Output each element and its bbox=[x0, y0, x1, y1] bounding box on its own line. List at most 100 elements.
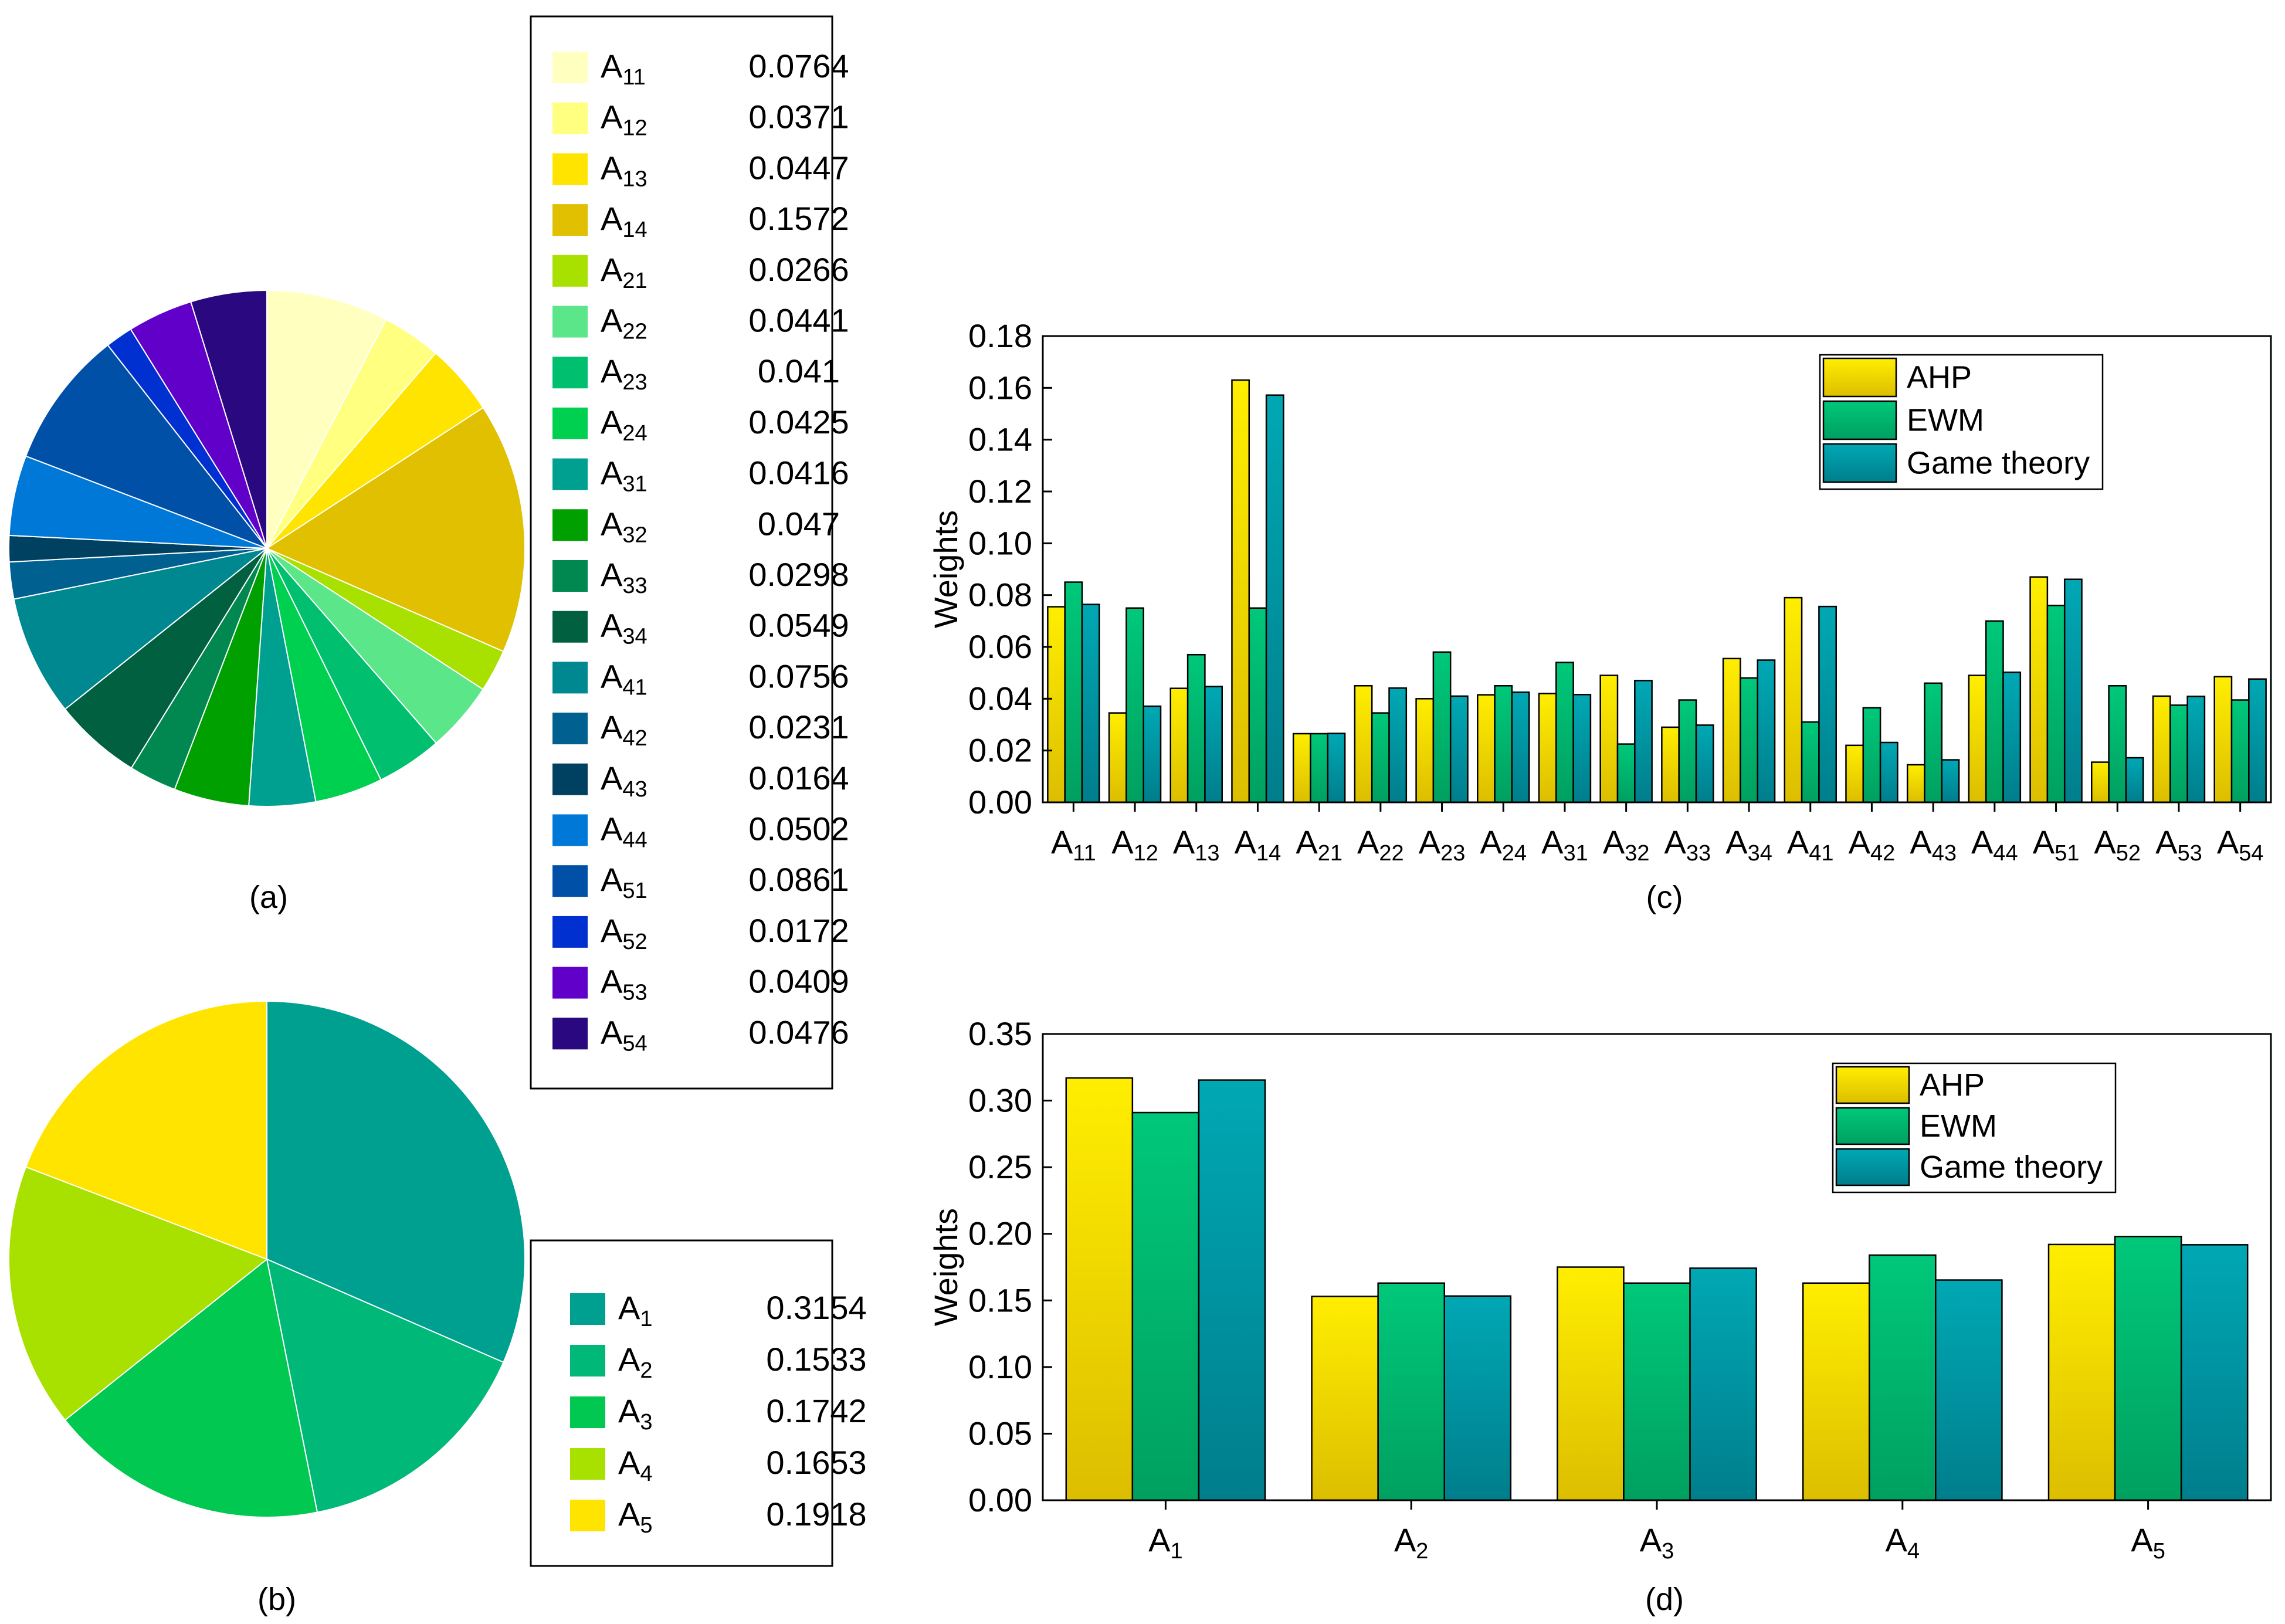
panel-label-b: (b) bbox=[257, 1582, 296, 1617]
legend-a-value-A41: 0.0756 bbox=[748, 657, 849, 694]
chart-c-bar-ewm-A53 bbox=[2169, 704, 2188, 803]
chart-c-ytick-label: 0.16 bbox=[968, 369, 1032, 406]
chart-c-bar-game-theory-A42 bbox=[1879, 741, 1898, 803]
chart-c-legend-swatch-ewm bbox=[1822, 400, 1897, 440]
chart-c-bar-ewm-A23 bbox=[1432, 651, 1452, 803]
chart-c-bar-ewm-A21 bbox=[1310, 733, 1329, 803]
chart-d-bar-ewm-A2 bbox=[1377, 1282, 1445, 1501]
panel-label-a: (a) bbox=[249, 880, 288, 915]
legend-a-value-A52: 0.0172 bbox=[748, 912, 849, 949]
chart-c-bar-ewm-A52 bbox=[2108, 685, 2127, 803]
chart-c-bar-ahp-A31 bbox=[1538, 693, 1557, 803]
legend-a-label-A22: A22 bbox=[601, 302, 647, 344]
bar-chart-d: 0.00 0.05 0.10 0.15 0.20 0.25 0.30 0.35 A1 A2 A3 A4… bbox=[927, 1015, 2272, 1564]
chart-c-bar-ahp-A44 bbox=[1968, 674, 1987, 803]
legend-b-label-A2: A2 bbox=[618, 1341, 653, 1383]
chart-c-bar-game-theory-A14 bbox=[1265, 394, 1284, 803]
chart-c-bar-ewm-A34 bbox=[1740, 677, 1758, 803]
legend-a-swatch-A43 bbox=[552, 763, 588, 795]
chart-c-bar-game-theory-A33 bbox=[1695, 724, 1714, 803]
legend-a-value-A34: 0.0549 bbox=[748, 607, 849, 644]
legend-a-swatch-A54 bbox=[552, 1018, 588, 1050]
legend-a-value-A22: 0.0441 bbox=[748, 302, 849, 339]
chart-d-bar-ewm-A4 bbox=[1869, 1254, 1937, 1501]
pie-a-slice-A41 bbox=[13, 548, 267, 710]
legend-b: A1 0.3154 A2 0.1533 A3 0.1742 A4 0.1653 A5 0.1918 bbox=[570, 1289, 867, 1538]
legend-a-value-A32: 0.047 bbox=[758, 505, 840, 542]
chart-c-bar-ewm-A43 bbox=[1924, 682, 1943, 803]
chart-d-bar-game-theory-A1 bbox=[1198, 1079, 1266, 1501]
chart-c-bar-ahp-A22 bbox=[1354, 685, 1373, 803]
legend-a-label-A54: A54 bbox=[601, 1013, 647, 1056]
chart-c-bar-game-theory-A22 bbox=[1388, 687, 1408, 803]
chart-c-xtick-label-A54: A54 bbox=[2217, 823, 2264, 866]
chart-c-ytick-label: 0.14 bbox=[968, 421, 1032, 458]
pie-b-slice-A1 bbox=[266, 1000, 526, 1364]
chart-c-bar-ahp-A32 bbox=[1599, 674, 1619, 803]
legend-a-label-A24: A24 bbox=[601, 404, 647, 446]
chart-d-bar-ewm-A3 bbox=[1623, 1282, 1691, 1501]
legend-b-swatch-A3 bbox=[570, 1396, 605, 1428]
chart-c-bar-ewm-A14 bbox=[1248, 607, 1267, 803]
legend-a-swatch-A33 bbox=[552, 560, 588, 592]
chart-c-bar-game-theory-A12 bbox=[1142, 705, 1162, 803]
chart-d-bar-ahp-A1 bbox=[1065, 1077, 1134, 1501]
chart-c-xtick-label-A21: A21 bbox=[1296, 823, 1342, 866]
legend-a-value-A11: 0.0764 bbox=[748, 48, 849, 84]
legend-a-label-A11: A11 bbox=[601, 48, 646, 90]
legend-a-value-A31: 0.0416 bbox=[748, 455, 849, 491]
chart-d-ytick-label: 0.35 bbox=[968, 1015, 1032, 1052]
chart-c-xtick-label-A33: A33 bbox=[1664, 823, 1711, 866]
legend-b-label-A5: A5 bbox=[618, 1496, 653, 1538]
chart-c-ytick-label: 0.08 bbox=[968, 577, 1032, 613]
chart-c-xtick-label-A43: A43 bbox=[1910, 823, 1957, 866]
chart-c-xtick-label-A11: A11 bbox=[1051, 823, 1096, 866]
legend-a-value-A24: 0.0425 bbox=[748, 404, 849, 440]
chart-c-bar-ahp-A12 bbox=[1108, 712, 1127, 803]
legend-b-value-A1: 0.3154 bbox=[766, 1289, 866, 1326]
chart-d-bar-game-theory-A4 bbox=[1935, 1279, 2003, 1501]
bar-chart-c: 0.00 0.02 0.04 0.06 0.08 0.10 0.12 0.14 0.16 0.18… bbox=[927, 317, 2272, 866]
chart-d-bar-ahp-A3 bbox=[1557, 1266, 1625, 1501]
legend-a-swatch-A24 bbox=[552, 407, 588, 439]
legend-a-label-A43: A43 bbox=[601, 760, 647, 802]
chart-c-xtick-label-A41: A41 bbox=[1787, 823, 1834, 866]
legend-a-swatch-A12 bbox=[552, 102, 588, 134]
chart-c-bar-game-theory-A31 bbox=[1572, 694, 1592, 803]
chart-c-bar-ewm-A24 bbox=[1494, 685, 1513, 803]
chart-c-bar-ewm-A44 bbox=[1985, 620, 2004, 803]
legend-a-frame bbox=[530, 15, 833, 1090]
chart-c-xtick-label-A51: A51 bbox=[2033, 823, 2080, 866]
chart-d-bar-ahp-A2 bbox=[1311, 1296, 1379, 1501]
chart-d-ytick-label: 0.30 bbox=[968, 1082, 1032, 1119]
chart-c-bar-ewm-A12 bbox=[1125, 607, 1144, 803]
chart-c-bar-game-theory-A44 bbox=[2002, 672, 2022, 803]
chart-d-legend-label-ahp: AHP bbox=[1920, 1067, 1985, 1103]
legend-a-swatch-A44 bbox=[552, 814, 588, 846]
legend-a-value-A23: 0.041 bbox=[758, 352, 840, 389]
chart-c-bar-ewm-A31 bbox=[1555, 662, 1574, 803]
legend-a-swatch-A41 bbox=[552, 662, 588, 694]
panel-label-d: (d) bbox=[1645, 1582, 1684, 1617]
chart-c-xtick-label-A13: A13 bbox=[1173, 823, 1220, 866]
panel-label-c: (c) bbox=[1646, 880, 1683, 915]
chart-c-xtick-label-A32: A32 bbox=[1603, 823, 1650, 866]
chart-c-bar-ahp-A14 bbox=[1231, 379, 1250, 803]
legend-a-swatch-A22 bbox=[552, 306, 588, 338]
legend-a-label-A33: A33 bbox=[601, 556, 647, 598]
chart-d-bar-game-theory-A3 bbox=[1689, 1267, 1757, 1501]
chart-c-plot-frame bbox=[1042, 335, 2272, 803]
legend-a-label-A44: A44 bbox=[601, 811, 647, 853]
legend-a-swatch-A31 bbox=[552, 458, 588, 490]
chart-d-bar-game-theory-A5 bbox=[2180, 1244, 2249, 1501]
chart-c-xtick-label-A23: A23 bbox=[1419, 823, 1466, 866]
chart-c-legend-swatch-game-theory bbox=[1822, 443, 1897, 483]
legend-a-swatch-A11 bbox=[552, 52, 588, 83]
chart-d-xtick-label-A3: A3 bbox=[1640, 1521, 1674, 1564]
pie-b-slice-A2 bbox=[266, 1258, 504, 1513]
legend-a-label-A12: A12 bbox=[601, 99, 647, 141]
chart-c-bar-game-theory-A11 bbox=[1081, 604, 1100, 803]
chart-d-bar-ewm-A1 bbox=[1131, 1111, 1200, 1501]
legend-b-value-A2: 0.1533 bbox=[766, 1341, 866, 1378]
chart-c-xtick-label-A12: A12 bbox=[1111, 823, 1158, 866]
